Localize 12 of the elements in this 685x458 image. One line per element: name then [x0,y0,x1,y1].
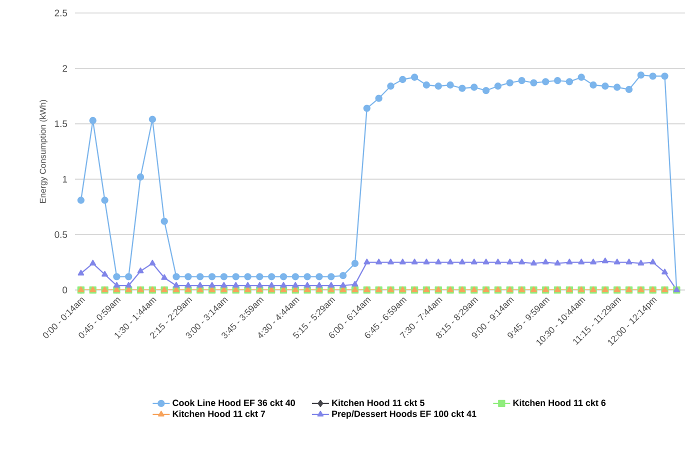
legend-label: Cook Line Hood EF 36 ckt 40 [172,399,295,406]
legend-label: Prep/Dessert Hoods EF 100 ckt 41 [332,410,476,419]
legend-label: Kitchen Hood 11 ckt 7 [172,410,266,418]
y-tick-label: 0 [62,286,68,294]
y-tick-label: 2.5 [54,10,68,16]
y-tick-label: 2 [62,65,68,72]
y-tick-label: 0.5 [54,231,68,238]
legend-label: Kitchen Hood 11 ckt 5 [332,399,424,406]
y-tick-label: 1.5 [55,120,68,128]
y-axis-title: Energy Consumption (kWh) [40,100,48,203]
legend-label: Kitchen Hood 11 ckt 6 [513,399,606,406]
y-tick-label: 1 [62,176,68,182]
